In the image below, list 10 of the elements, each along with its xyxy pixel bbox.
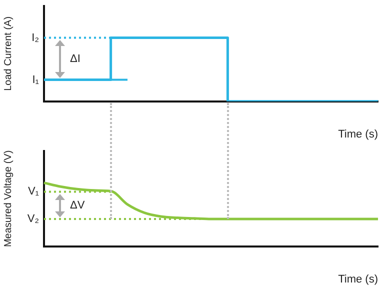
x-axis-title: Time (s): [338, 128, 378, 140]
ref-line-label: V₁: [28, 186, 40, 198]
annotation: ΔI: [70, 52, 80, 65]
y-axis-title: Measured Voltage (V): [2, 150, 14, 248]
ref-line-label: V₂: [27, 213, 39, 226]
ref-line-label: I₂: [32, 32, 39, 44]
ref-line-label: I₁: [32, 74, 40, 86]
annotation: ΔV: [70, 199, 86, 212]
y-axis-title: Load Current (A): [2, 16, 14, 91]
x-axis-title: Time (s): [338, 273, 378, 286]
